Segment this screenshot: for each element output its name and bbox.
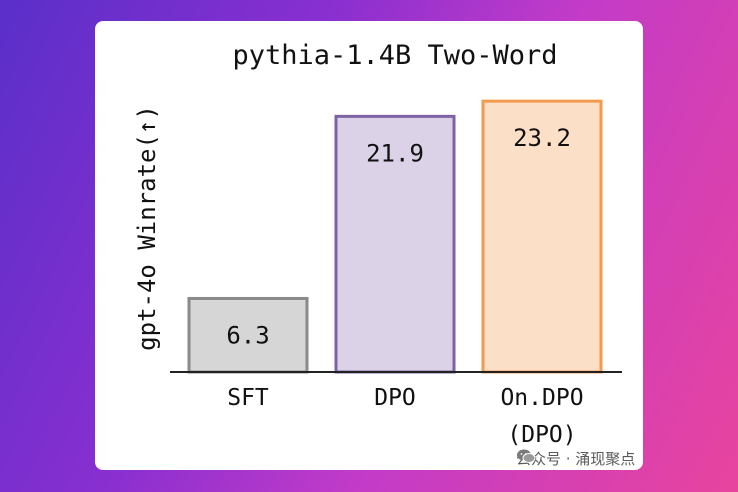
watermark: 公众号 · 涌现聚点 xyxy=(516,448,635,469)
bars-group: 6.3 21.9 23.2 xyxy=(187,99,603,374)
x-tick-label: SFT xyxy=(227,385,269,411)
watermark-text: 公众号 · 涌现聚点 xyxy=(516,450,636,468)
x-tick-labels: SFT DPO On.DPO (DPO) xyxy=(227,385,583,448)
bar-value-label: 6.3 xyxy=(226,321,269,349)
x-tick-label: (DPO) xyxy=(507,422,576,448)
wechat-icon xyxy=(517,449,536,463)
bar-value-label: 23.2 xyxy=(513,124,571,152)
y-axis-label: gpt-4o Winrate(↑) xyxy=(133,105,161,351)
bar-dpo xyxy=(334,114,456,374)
bar-sft xyxy=(187,296,309,374)
x-tick-label: DPO xyxy=(374,385,416,411)
bar-on-dpo-dpo- xyxy=(481,99,603,374)
bar-value-label: 21.9 xyxy=(366,139,424,167)
x-tick-label: On.DPO xyxy=(500,385,583,411)
chart-title: pythia-1.4B Two-Word xyxy=(232,40,557,71)
